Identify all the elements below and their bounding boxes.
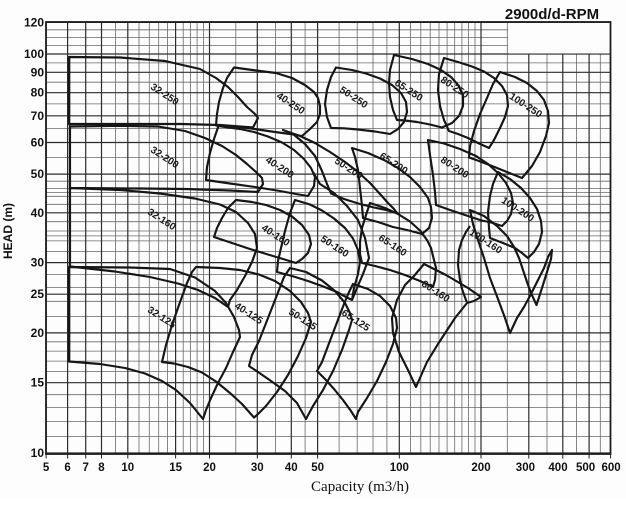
svg-text:300: 300 xyxy=(516,462,535,474)
svg-text:10: 10 xyxy=(31,446,45,460)
svg-text:90: 90 xyxy=(31,65,45,79)
svg-text:Capacity (m3/h): Capacity (m3/h) xyxy=(311,479,409,495)
svg-text:5: 5 xyxy=(43,462,50,474)
svg-text:50: 50 xyxy=(311,462,324,474)
svg-text:20: 20 xyxy=(31,326,45,340)
svg-text:30: 30 xyxy=(251,462,264,474)
svg-text:120: 120 xyxy=(24,15,44,29)
svg-text:20: 20 xyxy=(203,462,216,474)
svg-text:10: 10 xyxy=(121,462,134,474)
svg-text:15: 15 xyxy=(31,376,45,390)
svg-text:2900d/d-RPM: 2900d/d-RPM xyxy=(505,6,599,23)
svg-text:400: 400 xyxy=(548,462,567,474)
svg-text:60: 60 xyxy=(31,136,45,150)
svg-text:15: 15 xyxy=(169,462,182,474)
svg-text:600: 600 xyxy=(602,462,621,474)
svg-text:70: 70 xyxy=(31,109,45,123)
svg-text:HEAD (m): HEAD (m) xyxy=(1,203,15,259)
svg-text:100: 100 xyxy=(390,462,409,474)
svg-text:100: 100 xyxy=(24,47,44,61)
svg-text:50: 50 xyxy=(31,167,45,181)
svg-text:80: 80 xyxy=(31,86,45,100)
svg-text:40: 40 xyxy=(31,206,45,220)
svg-text:30: 30 xyxy=(31,256,45,270)
svg-text:7: 7 xyxy=(82,462,88,474)
svg-text:8: 8 xyxy=(98,462,105,474)
svg-text:6: 6 xyxy=(64,462,70,474)
svg-text:40: 40 xyxy=(285,462,298,474)
svg-text:200: 200 xyxy=(471,462,490,474)
svg-text:25: 25 xyxy=(31,287,45,301)
svg-text:500: 500 xyxy=(576,462,595,474)
